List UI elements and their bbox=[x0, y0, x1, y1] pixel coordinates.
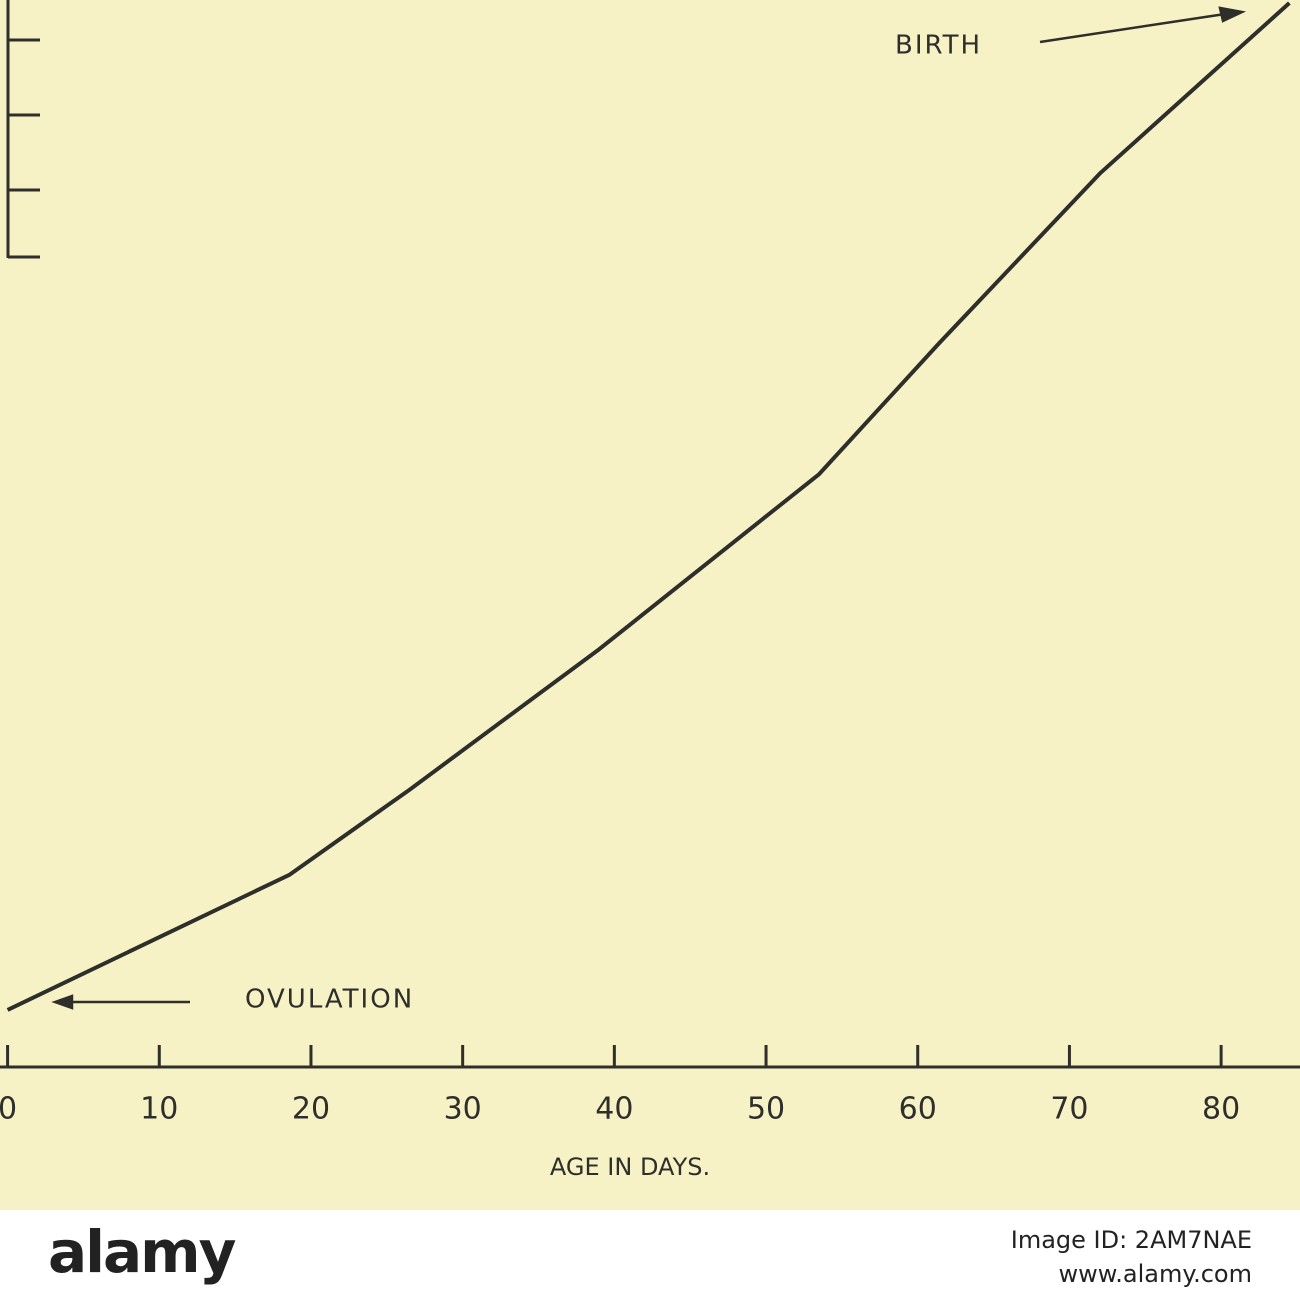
x-tick-label: 20 bbox=[292, 1092, 330, 1127]
x-axis-label: AGE IN DAYS. bbox=[550, 1153, 710, 1181]
annotation: BIRTH bbox=[895, 31, 982, 61]
data-line bbox=[6, 1, 1291, 1012]
x-tick-label: 30 bbox=[444, 1092, 482, 1127]
watermark-id: Image ID: 2AM7NAE bbox=[1010, 1226, 1252, 1254]
x-tick-label: 50 bbox=[747, 1092, 785, 1127]
x-tick-label: 70 bbox=[1050, 1092, 1088, 1127]
x-tick-label: 0 bbox=[0, 1092, 17, 1127]
watermark-url: www.alamy.com bbox=[1058, 1260, 1252, 1288]
watermark-bar: alamy Image ID: 2AM7NAE www.alamy.com bbox=[0, 1210, 1300, 1298]
x-tick-label: 80 bbox=[1202, 1092, 1240, 1127]
y-axis-decoration bbox=[6, 0, 40, 259]
ovulation-arrow bbox=[51, 994, 190, 1010]
x-tick-label: 40 bbox=[595, 1092, 633, 1127]
x-tick-label: 60 bbox=[899, 1092, 937, 1127]
birth-arrow bbox=[1039, 6, 1247, 44]
watermark-logo: alamy bbox=[48, 1218, 236, 1286]
chart: BIRTH OVULATION AGE IN DAYS. 0 10 20 30 40 50… bbox=[0, 0, 1300, 1210]
x-tick-label: 10 bbox=[140, 1092, 178, 1127]
annotation: OVULATION bbox=[245, 985, 414, 1015]
